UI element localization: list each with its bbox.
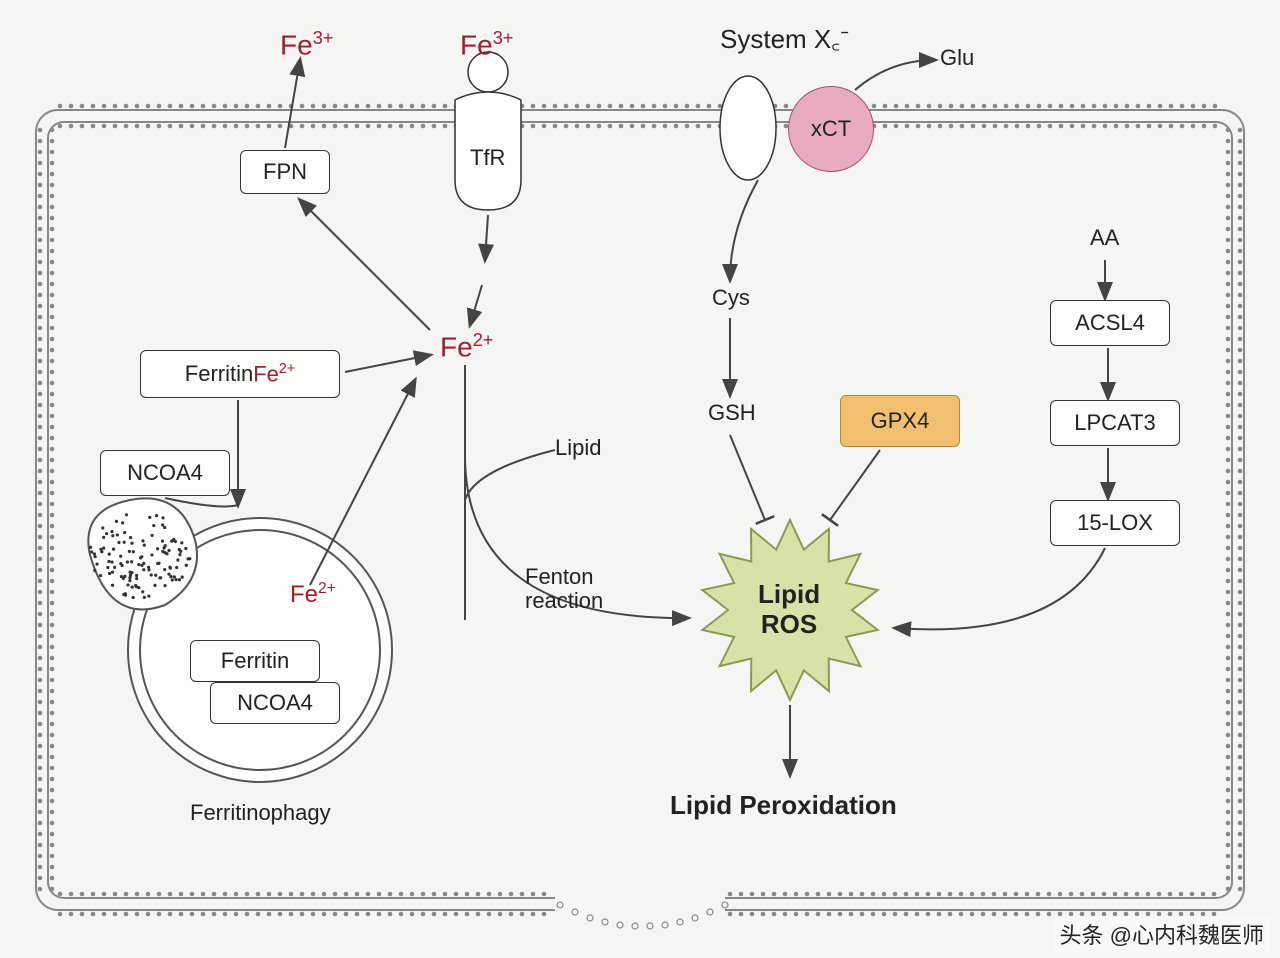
- watermark: 头条 @心内科魏医师: [1054, 916, 1270, 952]
- diagram-canvas: FPN TfR Ferritin Fe2+ NCOA4 Ferritin NCO…: [0, 0, 1280, 958]
- node-fpn: FPN: [240, 150, 330, 194]
- fpn-label: FPN: [263, 159, 307, 185]
- label-lipid: Lipid: [555, 435, 601, 461]
- arrow-gsh-inhibit: [730, 435, 765, 520]
- acsl4-label: ACSL4: [1075, 310, 1145, 336]
- arrow-xc-to-glu: [855, 60, 935, 90]
- transporter-oval: [720, 76, 776, 180]
- label-lipid-ros: Lipid ROS: [758, 580, 820, 640]
- label-glu: Glu: [940, 45, 974, 71]
- arrow-ferritin-to-fe2: [345, 355, 430, 372]
- lysosome-blob: [88, 498, 197, 609]
- node-ncoa4: NCOA4: [100, 450, 230, 496]
- ferritin-fe2: Fe2+: [253, 361, 295, 387]
- label-cys: Cys: [712, 285, 750, 311]
- ferritin-v-label: Ferritin: [221, 648, 289, 674]
- ncoa4-label: NCOA4: [127, 460, 203, 486]
- arrow-ncoa4-join: [165, 498, 238, 506]
- arrow-fpn-to-fe3: [285, 60, 300, 148]
- label-system-xc: System X꜀⁻: [720, 20, 849, 56]
- node-acsl4: ACSL4: [1050, 300, 1170, 346]
- lipid-ros-2: ROS: [761, 609, 817, 639]
- gpx4-label: GPX4: [871, 408, 930, 434]
- arrow-lipid-join: [465, 450, 555, 500]
- node-gpx4: GPX4: [840, 395, 960, 447]
- arrow-tfr-to-fe2-1: [485, 215, 488, 260]
- tfr-label: TfR: [470, 145, 505, 171]
- arrow-gpx4-inhibit: [830, 450, 880, 520]
- arrow-vesicle-to-fe2: [310, 380, 415, 585]
- label-fe3-right: Fe3+: [460, 28, 513, 61]
- node-lpcat3: LPCAT3: [1050, 400, 1180, 446]
- label-ferritinophagy: Ferritinophagy: [190, 800, 331, 826]
- lipid-ros-1: Lipid: [758, 579, 820, 609]
- node-ncoa4-v: NCOA4: [210, 682, 340, 724]
- xct-label: xCT: [811, 116, 851, 142]
- arrow-lox-to-ros: [895, 548, 1105, 629]
- label-fe2-main: Fe2+: [440, 330, 493, 363]
- node-15lox: 15-LOX: [1050, 500, 1180, 546]
- ferritin-text: Ferritin: [185, 361, 253, 387]
- ncoa4-v-label: NCOA4: [237, 690, 313, 716]
- lpcat3-label: LPCAT3: [1074, 410, 1156, 436]
- node-xct: xCT: [788, 86, 874, 172]
- label-fenton: Fentonreaction: [525, 565, 603, 613]
- arrow-tfr-to-fe2-2: [470, 285, 482, 325]
- label-fe3-left: Fe3+: [280, 28, 333, 61]
- node-ferritin-fe: Ferritin Fe2+: [140, 350, 340, 398]
- label-gsh: GSH: [708, 400, 756, 426]
- label-aa: AA: [1090, 225, 1119, 251]
- tfr-shape: [455, 52, 521, 210]
- node-ferritin-v: Ferritin: [190, 640, 320, 682]
- label-fe2-vesicle: Fe2+: [290, 580, 336, 609]
- lox15-label: 15-LOX: [1077, 510, 1153, 536]
- label-lipid-perox: Lipid Peroxidation: [670, 790, 897, 821]
- arrow-xc-to-cys: [730, 180, 758, 280]
- arrow-fe2-to-fpn: [300, 200, 430, 330]
